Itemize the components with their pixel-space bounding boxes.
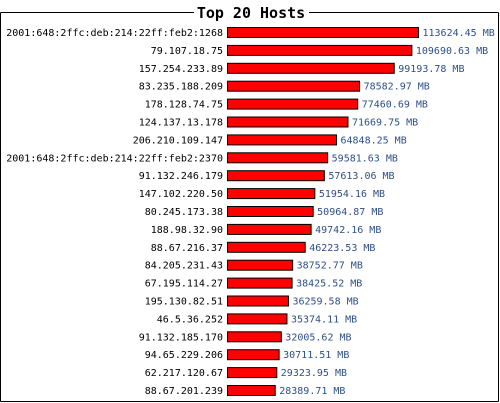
value-label: 51954.16 MB: [319, 189, 385, 200]
bar-row: 94.65.229.206 30711.51 MB: [145, 349, 349, 361]
value-label: 38752.77 MB: [297, 261, 363, 272]
bar-row: 147.102.220.50 51954.16 MB: [139, 188, 385, 200]
bar-row: 83.235.188.209 78582.97 MB: [139, 80, 430, 93]
host-label: 2001:648:2ffc:deb:214:22ff:feb2:2370: [6, 153, 223, 164]
bar-row: 91.132.246.179 57613.06 MB: [139, 170, 395, 182]
bar: [227, 206, 314, 217]
host-label: 178.128.74.75: [145, 100, 223, 111]
value-label: 59581.63 MB: [332, 153, 398, 164]
value-label: 36259.58 MB: [292, 297, 358, 308]
bar-row: 195.130.82.51 36259.58 MB: [145, 295, 359, 308]
bar-row: 62.217.120.67 29323.95 MB: [145, 367, 347, 379]
value-label: 71669.75 MB: [352, 118, 418, 129]
bar: [227, 62, 395, 74]
host-label: 80.245.173.38: [145, 207, 223, 218]
bar: [227, 152, 329, 164]
host-label: 88.67.216.37: [151, 243, 223, 254]
value-label: 109690.63 MB: [416, 46, 488, 57]
host-label: 94.65.229.206: [145, 350, 223, 361]
bar-row: 88.67.216.37 46223.53 MB: [151, 241, 375, 254]
bar-row: 2001:648:2ffc:deb:214:22ff:feb2:1268 1136…: [6, 27, 495, 39]
value-label: 77460.69 MB: [362, 100, 428, 111]
value-label: 78582.97 MB: [364, 82, 430, 93]
value-label: 28389.71 MB: [279, 386, 345, 397]
host-label: 88.67.201.239: [145, 386, 223, 397]
bar: [227, 277, 293, 289]
bar: [227, 241, 306, 253]
bar: [227, 385, 276, 396]
value-label: 57613.06 MB: [328, 171, 394, 182]
host-label: 91.132.185.170: [139, 332, 223, 343]
chart-frame: [0, 12, 499, 402]
host-label: 62.217.120.67: [145, 368, 223, 379]
bar: [227, 349, 280, 361]
bar: [227, 44, 413, 56]
bar-row: 206.210.109.147 64848.25 MB: [133, 134, 407, 146]
bar: [227, 313, 288, 325]
bar-row: 178.128.74.75 77460.69 MB: [145, 98, 428, 111]
bar-row: 2001:648:2ffc:deb:214:22ff:feb2:2370 5958…: [6, 152, 398, 164]
host-label: 188.98.32.90: [151, 225, 223, 236]
bar-row: 91.132.185.170 32005.62 MB: [139, 331, 352, 343]
bar: [227, 27, 419, 38]
host-label: 147.102.220.50: [139, 189, 223, 200]
bar: [227, 188, 316, 200]
bar-row: 157.254.233.89 99193.78 MB: [139, 62, 464, 75]
bar: [227, 170, 325, 182]
value-label: 64848.25 MB: [341, 135, 407, 146]
value-label: 29323.95 MB: [281, 368, 347, 379]
bar-row: 79.107.18.75 109690.63 MB: [151, 44, 488, 57]
bar-row: 46.5.36.252 35374.11 MB: [157, 313, 357, 325]
host-label: 195.130.82.51: [145, 297, 223, 308]
value-label: 113624.45 MB: [423, 28, 495, 39]
value-label: 30711.51 MB: [283, 350, 349, 361]
host-label: 157.254.233.89: [139, 64, 223, 75]
bar: [227, 259, 294, 271]
chart-title: Top 20 Hosts: [197, 4, 305, 22]
bar: [227, 331, 282, 343]
value-label: 38425.52 MB: [296, 279, 362, 290]
value-label: 35374.11 MB: [291, 314, 357, 325]
bar-row: 84.205.231.43 38752.77 MB: [145, 259, 363, 272]
bar: [227, 223, 312, 235]
host-label: 206.210.109.147: [133, 135, 223, 146]
value-label: 50964.87 MB: [317, 207, 383, 218]
bar-row: 67.195.114.27 38425.52 MB: [145, 277, 362, 290]
host-label: 2001:648:2ffc:deb:214:22ff:feb2:1268: [6, 28, 223, 39]
bar-row: 188.98.32.90 49742.16 MB: [151, 223, 381, 236]
bar: [227, 134, 338, 146]
host-label: 84.205.231.43: [145, 261, 223, 272]
bars-layer: 2001:648:2ffc:deb:214:22ff:feb2:1268 1136…: [6, 27, 495, 397]
bar-row: 124.137.13.178 71669.75 MB: [139, 116, 418, 129]
bar: [227, 295, 289, 307]
bar: [227, 367, 278, 379]
host-label: 79.107.18.75: [151, 46, 223, 57]
value-label: 49742.16 MB: [315, 225, 381, 236]
value-label: 99193.78 MB: [398, 64, 464, 75]
bar: [227, 98, 359, 110]
host-label: 67.195.114.27: [145, 279, 223, 290]
value-label: 46223.53 MB: [309, 243, 375, 254]
host-label: 83.235.188.209: [139, 82, 223, 93]
host-label: 91.132.246.179: [139, 171, 223, 182]
host-label: 124.137.13.178: [139, 118, 223, 129]
bar-row: 88.67.201.239 28389.71 MB: [145, 385, 345, 397]
bar: [227, 116, 349, 128]
host-label: 46.5.36.252: [157, 314, 223, 325]
bar: [227, 80, 361, 92]
bar-row: 80.245.173.38 50964.87 MB: [145, 206, 383, 218]
value-label: 32005.62 MB: [285, 332, 351, 343]
